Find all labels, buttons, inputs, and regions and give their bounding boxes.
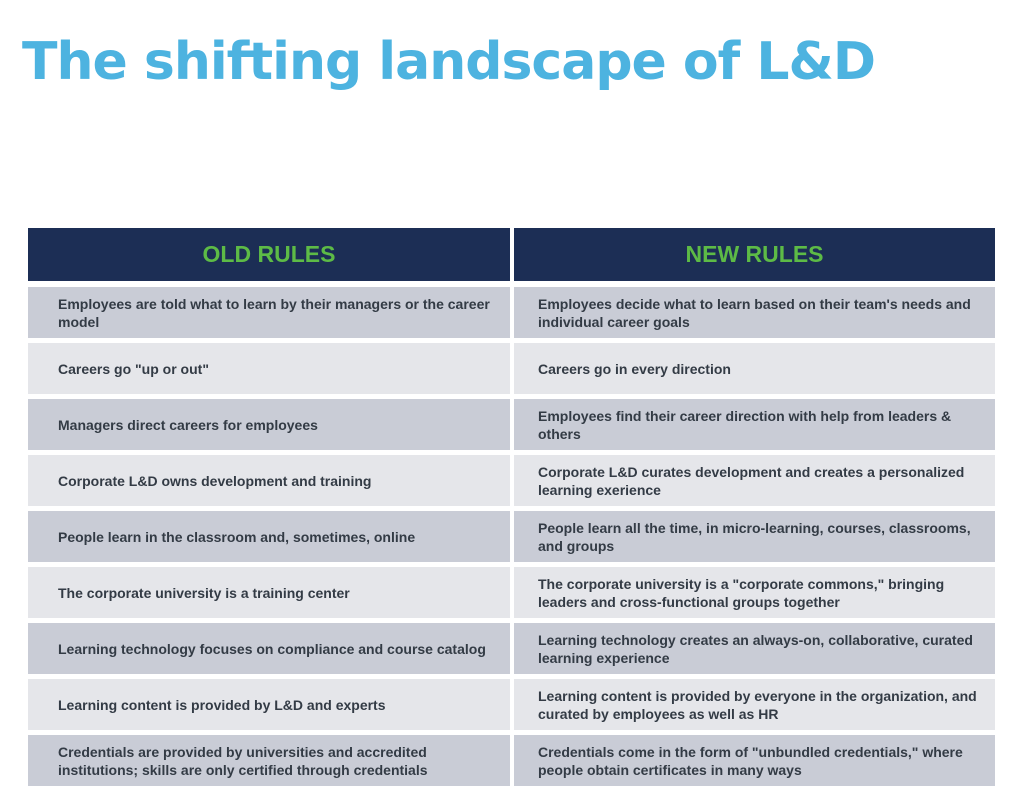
old-rule-cell: Careers go "up or out" (28, 343, 510, 394)
old-rules-header: OLD RULES (28, 228, 510, 281)
new-rule-cell: Employees find their career direction wi… (514, 399, 995, 450)
rules-table: OLD RULES NEW RULES Employees are told w… (28, 228, 995, 786)
new-rule-cell: Learning content is provided by everyone… (514, 679, 995, 730)
page-title: The shifting landscape of L&D (22, 32, 876, 92)
old-rule-cell: The corporate university is a training c… (28, 567, 510, 618)
table-row: Learning technology focuses on complianc… (28, 623, 995, 674)
table-row: People learn in the classroom and, somet… (28, 511, 995, 562)
table-row: The corporate university is a training c… (28, 567, 995, 618)
table-row: Careers go "up or out" Careers go in eve… (28, 343, 995, 394)
old-rule-cell: Corporate L&D owns development and train… (28, 455, 510, 506)
new-rule-cell: Learning technology creates an always-on… (514, 623, 995, 674)
table-row: Employees are told what to learn by thei… (28, 287, 995, 338)
new-rule-cell: Corporate L&D curates development and cr… (514, 455, 995, 506)
table-row: Learning content is provided by L&D and … (28, 679, 995, 730)
old-rule-cell: Managers direct careers for employees (28, 399, 510, 450)
new-rule-cell: Credentials come in the form of "unbundl… (514, 735, 995, 786)
new-rules-header: NEW RULES (514, 228, 995, 281)
new-rule-cell: Careers go in every direction (514, 343, 995, 394)
table-row: Corporate L&D owns development and train… (28, 455, 995, 506)
table-row: Credentials are provided by universities… (28, 735, 995, 786)
old-rule-cell: Learning technology focuses on complianc… (28, 623, 510, 674)
old-rule-cell: Employees are told what to learn by thei… (28, 287, 510, 338)
old-rule-cell: People learn in the classroom and, somet… (28, 511, 510, 562)
table-row: Managers direct careers for employees Em… (28, 399, 995, 450)
new-rule-cell: People learn all the time, in micro-lear… (514, 511, 995, 562)
new-rule-cell: Employees decide what to learn based on … (514, 287, 995, 338)
table-header: OLD RULES NEW RULES (28, 228, 995, 281)
old-rule-cell: Learning content is provided by L&D and … (28, 679, 510, 730)
new-rule-cell: The corporate university is a "corporate… (514, 567, 995, 618)
old-rule-cell: Credentials are provided by universities… (28, 735, 510, 786)
